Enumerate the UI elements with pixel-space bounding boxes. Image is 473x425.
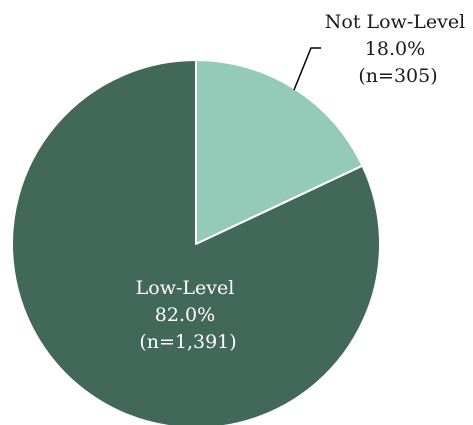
slice-label-not-low-level: Not Low-Level 18.0% (n=305) <box>325 11 471 87</box>
slice-label-not-low-level-name: Not Low-Level <box>325 11 465 33</box>
slice-label-low-level-percent: 82.0% <box>155 304 215 326</box>
leader-line-not-low-level <box>293 47 321 91</box>
slice-label-low-level-name: Low-Level <box>136 277 235 299</box>
slice-label-not-low-level-percent: 18.0% <box>365 38 425 60</box>
slice-label-low-level-count: (n=1,391) <box>139 331 236 353</box>
pie-slices <box>11 59 381 425</box>
pie-slice-low-level <box>11 59 381 425</box>
slice-label-not-low-level-count: (n=305) <box>358 65 437 87</box>
slice-label-low-level: Low-Level 82.0% (n=1,391) <box>136 277 241 353</box>
